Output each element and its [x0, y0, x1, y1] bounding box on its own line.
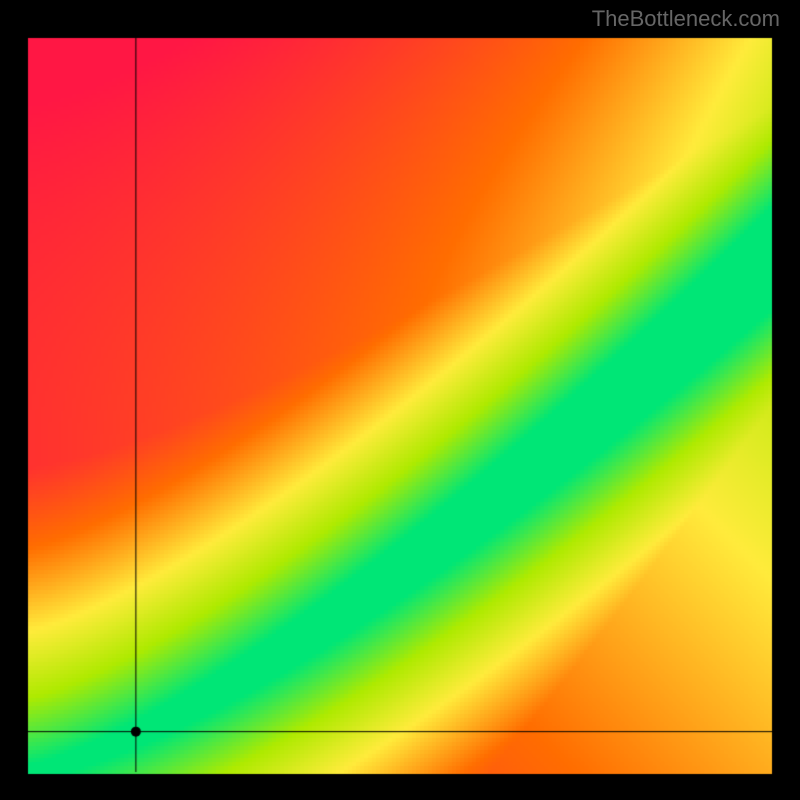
heatmap-canvas	[0, 0, 800, 800]
chart-container: TheBottleneck.com	[0, 0, 800, 800]
attribution-label: TheBottleneck.com	[592, 6, 780, 32]
